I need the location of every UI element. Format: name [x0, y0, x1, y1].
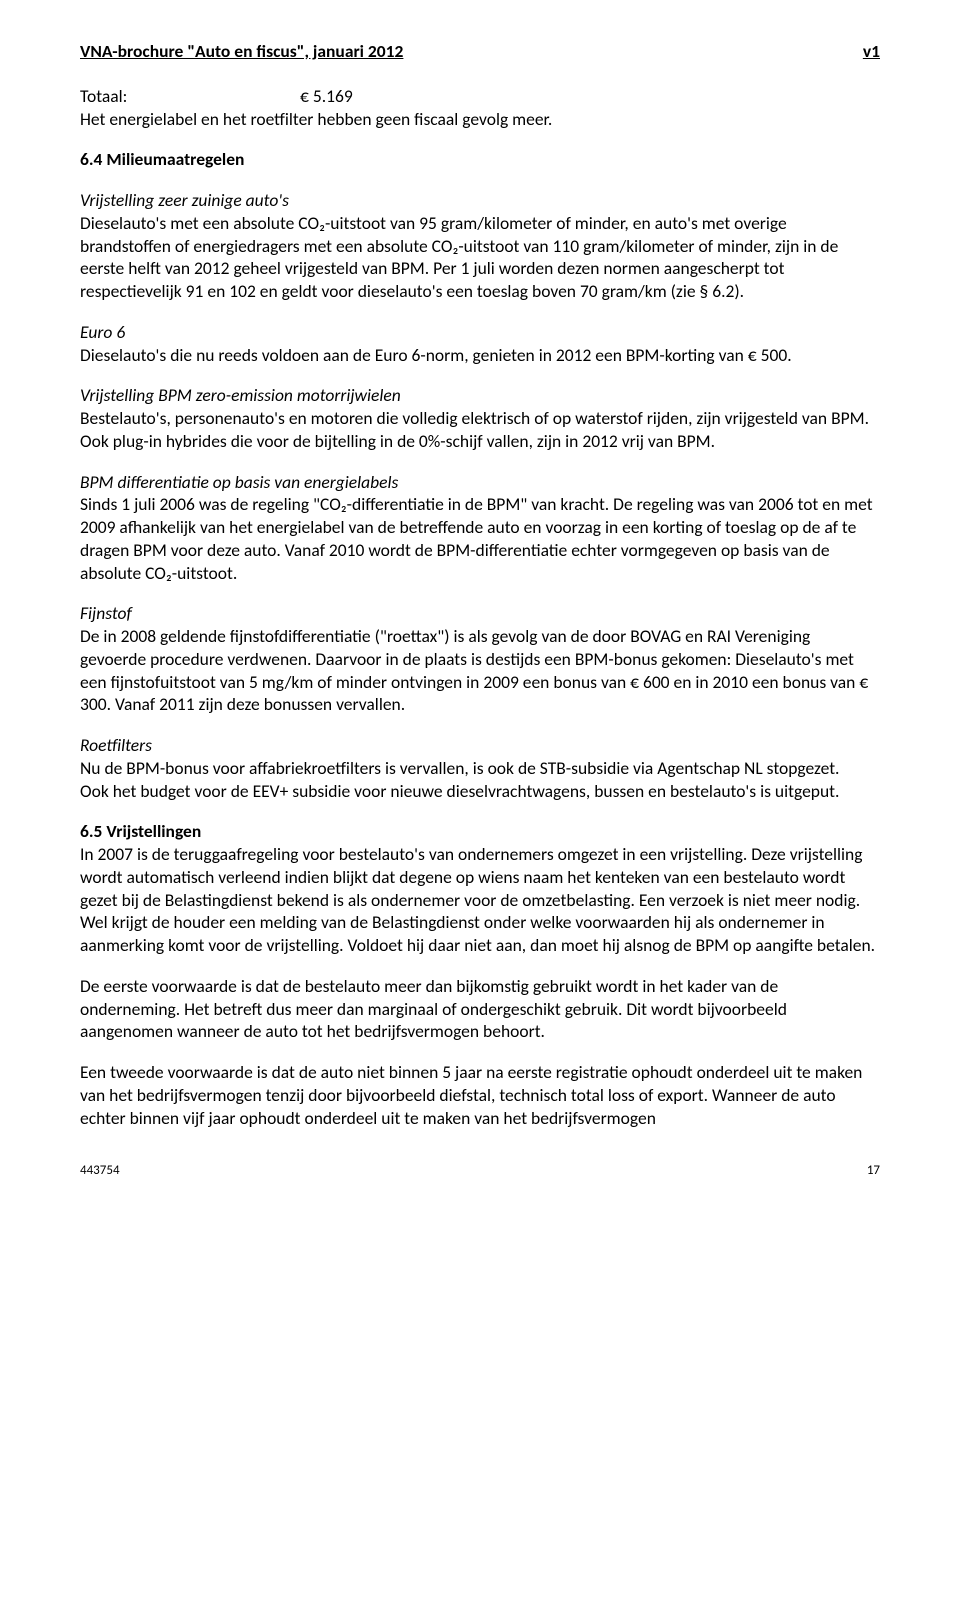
totaal-block: Totaal: € 5.169 Het energielabel en het …	[80, 85, 880, 131]
vrijstellingen-p1-block: In 2007 is de teruggaafregeling voor bes…	[80, 843, 880, 957]
vrijstellingen-p2-block: De eerste voorwaarde is dat de bestelaut…	[80, 975, 880, 1043]
euro6-body: Dieselauto's die nu reeds voldoen aan de…	[80, 344, 880, 367]
bpm-diff-block: BPM differentiatie op basis van energiel…	[80, 471, 880, 585]
totaal-note: Het energielabel en het roetfilter hebbe…	[80, 108, 880, 131]
vrijstellingen-p1: In 2007 is de teruggaafregeling voor bes…	[80, 843, 880, 957]
roetfilters-title: Roetfilters	[80, 734, 880, 757]
roetfilters-block: Roetfilters Nu de BPM-bonus voor affabri…	[80, 734, 880, 802]
euro6-title: Euro 6	[80, 321, 880, 344]
bpm-diff-body: Sinds 1 juli 2006 was de regeling "CO₂-d…	[80, 493, 880, 584]
vrijstelling-zuinig-block: Vrijstelling zeer zuinige auto's Diesela…	[80, 189, 880, 303]
page-number: 17	[867, 1163, 880, 1180]
zero-emission-title: Vrijstelling BPM zero-emission motorrijw…	[80, 384, 880, 407]
page-footer: 443754 17	[80, 1163, 880, 1180]
doc-number: 443754	[80, 1163, 120, 1178]
vrijstellingen-p3-block: Een tweede voorwaarde is dat de auto nie…	[80, 1061, 880, 1129]
fijnstof-title: Fijnstof	[80, 602, 880, 625]
vrijstellingen-p3: Een tweede voorwaarde is dat de auto nie…	[80, 1061, 880, 1129]
fijnstof-block: Fijnstof De in 2008 geldende fijnstofdif…	[80, 602, 880, 716]
zero-emission-body: Bestelauto's, personenauto's en motoren …	[80, 407, 880, 453]
roetfilters-body2: Ook het budget voor de EEV+ subsidie voo…	[80, 780, 880, 803]
vrijstelling-zuinig-title: Vrijstelling zeer zuinige auto's	[80, 189, 880, 212]
totaal-label: Totaal:	[80, 85, 300, 108]
zero-emission-block: Vrijstelling BPM zero-emission motorrijw…	[80, 384, 880, 452]
bpm-diff-title: BPM differentiatie op basis van energiel…	[80, 471, 880, 494]
section-6-5-title: 6.5 Vrijstellingen	[80, 820, 880, 843]
page-header: VNA-brochure "Auto en fiscus", januari 2…	[80, 40, 880, 63]
header-title: VNA-brochure "Auto en fiscus", januari 2…	[80, 40, 403, 63]
header-version: v1	[863, 40, 880, 63]
euro6-block: Euro 6 Dieselauto's die nu reeds voldoen…	[80, 321, 880, 367]
vrijstellingen-p2: De eerste voorwaarde is dat de bestelaut…	[80, 975, 880, 1043]
vrijstelling-zuinig-body: Dieselauto's met een absolute CO₂-uitsto…	[80, 212, 880, 303]
roetfilters-body1: Nu de BPM-bonus voor affabriekroetfilter…	[80, 757, 880, 780]
section-6-4-title: 6.4 Milieumaatregelen	[80, 148, 880, 171]
totaal-value: € 5.169	[300, 85, 353, 108]
totaal-row: Totaal: € 5.169	[80, 85, 880, 108]
fijnstof-body: De in 2008 geldende fijnstofdifferentiat…	[80, 625, 880, 716]
